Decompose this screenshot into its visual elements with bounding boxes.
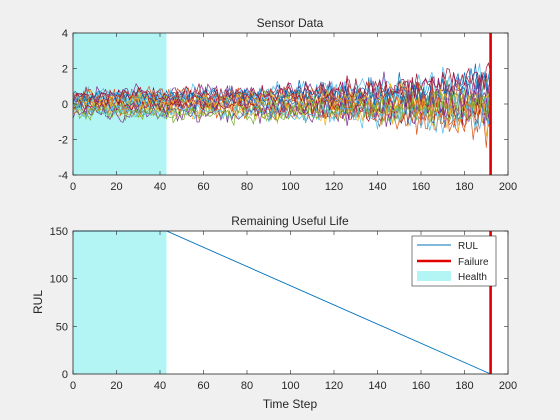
sensor-y-tick-label: -2 [58, 135, 68, 147]
sensor-x-tick-label: 40 [154, 181, 166, 193]
sensor-trace [72, 86, 491, 128]
rul-data-layer [73, 230, 492, 375]
rul-title: Remaining Useful Life [231, 214, 349, 228]
rul-y-tick-label: 0 [62, 369, 68, 381]
sensor-trace [72, 89, 491, 137]
rul-x-tick-label: 0 [70, 380, 76, 392]
rul-x-tick-label: 40 [154, 380, 166, 392]
sensor-data-axes: 0 20 40 60 80 100 120 140 160 180 200 -4 -2 0 2 4 Senso… [58, 16, 517, 193]
sensor-y-tick-label: 4 [62, 28, 68, 40]
sensor-x-tick-label: 60 [197, 181, 209, 193]
sensor-x-tick-label: 140 [368, 181, 386, 193]
x-axis-label: Time Step [263, 397, 318, 411]
rul-x-tick-label: 20 [110, 380, 122, 392]
sensor-x-tick-label: 160 [412, 181, 430, 193]
sensor-ticks: 0 20 40 60 80 100 120 140 160 180 200 -4 -2 0 2 4 [58, 28, 517, 193]
legend: RUL Failure Health [411, 235, 497, 287]
rul-y-tick-label: 150 [50, 226, 68, 238]
rul-x-tick-label: 180 [455, 380, 473, 392]
rul-x-tick-label: 100 [281, 380, 299, 392]
legend-failure-label: Failure [458, 257, 489, 268]
rul-axes: 0 20 40 60 80 100 120 140 160 180 200 0 50 100 150 Rem… [31, 214, 517, 411]
sensor-trace [72, 63, 491, 105]
rul-x-tick-label: 60 [197, 380, 209, 392]
sensor-x-tick-label: 0 [70, 181, 76, 193]
legend-health-patch [417, 271, 451, 281]
sensor-trace [72, 90, 491, 127]
sensor-x-tick-label: 20 [110, 181, 122, 193]
sensor-data-layer [72, 33, 492, 175]
rul-y-tick-label: 50 [56, 321, 68, 333]
sensor-x-tick-label: 200 [499, 181, 517, 193]
legend-rul-label: RUL [458, 241, 478, 252]
sensor-x-tick-label: 180 [455, 181, 473, 193]
rul-x-tick-label: 80 [241, 380, 253, 392]
legend-health-label: Health [458, 272, 487, 283]
rul-ticks: 0 20 40 60 80 100 120 140 160 180 200 0 50 100 150 [50, 226, 518, 392]
rul-health-region [73, 231, 167, 374]
sensor-x-tick-label: 100 [281, 181, 299, 193]
sensor-y-tick-label: 0 [62, 99, 68, 111]
rul-x-tick-label: 120 [325, 380, 343, 392]
rul-x-tick-label: 200 [499, 380, 517, 392]
sensor-trace [72, 74, 491, 128]
sensor-trace [72, 92, 491, 134]
sensor-title: Sensor Data [257, 16, 324, 30]
y-axis-label: RUL [31, 290, 45, 314]
sensor-x-tick-label: 120 [325, 181, 343, 193]
rul-y-tick-label: 100 [50, 274, 68, 286]
sensor-trace [72, 70, 491, 116]
sensor-x-tick-label: 80 [241, 181, 253, 193]
rul-x-tick-label: 160 [412, 380, 430, 392]
sensor-trace [72, 62, 491, 107]
sensor-y-tick-label: 2 [62, 64, 68, 76]
rul-x-tick-label: 140 [368, 380, 386, 392]
sensor-y-tick-label: -4 [58, 170, 68, 182]
